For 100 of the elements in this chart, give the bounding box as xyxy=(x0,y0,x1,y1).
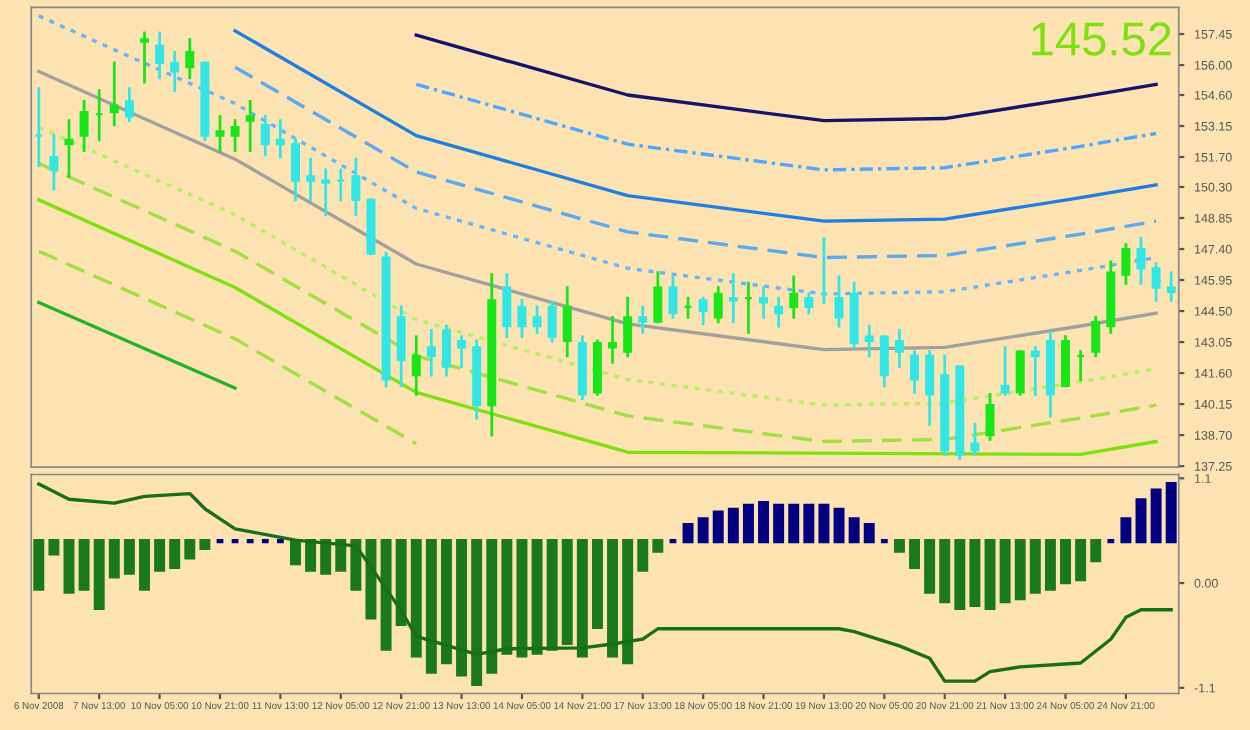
candlestick xyxy=(79,100,89,153)
bar xyxy=(33,539,45,591)
candlestick xyxy=(321,168,331,217)
bar xyxy=(561,539,573,646)
candlestick xyxy=(1121,243,1131,285)
bar xyxy=(818,503,830,544)
line-series xyxy=(233,65,1158,260)
candlestick xyxy=(713,286,723,324)
candlestick xyxy=(1030,346,1040,396)
line-series xyxy=(37,482,1173,683)
bar xyxy=(154,539,166,572)
bar xyxy=(380,539,392,651)
bar xyxy=(425,539,437,674)
candlestick xyxy=(910,350,920,394)
candlestick xyxy=(290,138,300,202)
bar xyxy=(1165,481,1177,544)
bar xyxy=(184,539,196,560)
candlestick xyxy=(562,286,572,358)
candlestick xyxy=(275,119,285,159)
bar xyxy=(108,539,120,579)
bar xyxy=(199,539,211,550)
candlestick xyxy=(1151,262,1161,302)
candlestick xyxy=(1061,335,1071,388)
candlestick xyxy=(774,296,784,328)
bar xyxy=(546,539,558,651)
bar xyxy=(863,522,875,544)
bar xyxy=(984,539,996,610)
candlestick xyxy=(1091,316,1101,358)
bar xyxy=(788,503,800,544)
bar xyxy=(139,539,150,591)
candlestick xyxy=(804,292,814,315)
candlestick xyxy=(426,328,436,377)
candlestick xyxy=(1015,350,1025,396)
bar xyxy=(123,539,135,575)
bar xyxy=(1014,539,1026,601)
bar xyxy=(607,539,619,658)
bar xyxy=(758,500,770,544)
candlestick xyxy=(608,316,618,364)
bar xyxy=(501,539,513,655)
bar xyxy=(48,539,60,556)
bar xyxy=(516,539,528,658)
candlestick xyxy=(64,119,74,178)
candlestick xyxy=(623,296,633,358)
candlestick xyxy=(879,335,889,388)
line-series xyxy=(37,198,1158,457)
bar xyxy=(486,539,498,674)
bar xyxy=(773,503,785,544)
bar xyxy=(622,539,634,665)
bar xyxy=(78,539,90,591)
candlestick xyxy=(698,296,708,326)
bar xyxy=(637,539,649,572)
candlestick xyxy=(230,119,240,153)
bar xyxy=(169,539,181,569)
bar xyxy=(652,539,664,553)
candlestick xyxy=(1166,271,1176,302)
candlestick xyxy=(109,61,119,127)
candlestick xyxy=(638,305,648,334)
bar xyxy=(1044,539,1056,591)
bar xyxy=(335,539,347,572)
bar xyxy=(395,539,407,627)
candlestick xyxy=(124,87,134,123)
candlestick xyxy=(970,423,980,456)
candlestick xyxy=(532,305,542,334)
candlestick xyxy=(441,324,451,377)
candlestick xyxy=(985,393,995,441)
bar xyxy=(289,539,301,566)
bar xyxy=(320,539,332,575)
bar xyxy=(63,539,75,594)
bar xyxy=(1150,488,1162,544)
bar xyxy=(365,539,377,620)
bar xyxy=(456,539,468,677)
bar xyxy=(1075,539,1087,582)
bar xyxy=(682,522,694,544)
bar xyxy=(440,539,452,665)
candlestick xyxy=(728,273,738,324)
candlestick xyxy=(411,335,421,396)
bar xyxy=(591,539,603,629)
candlestick xyxy=(668,275,678,319)
candlestick xyxy=(49,134,59,191)
candlestick xyxy=(834,275,844,328)
line-series xyxy=(414,82,1158,172)
bar xyxy=(531,539,543,655)
bar xyxy=(1060,539,1071,585)
bar xyxy=(833,507,845,544)
candlestick xyxy=(139,31,149,84)
candlestick xyxy=(155,31,165,80)
bar xyxy=(1135,498,1147,544)
bar xyxy=(305,539,317,572)
line-series xyxy=(37,161,1158,444)
line-series xyxy=(37,69,1158,352)
candlestick xyxy=(351,157,361,217)
candlestick xyxy=(185,38,195,80)
candlestick xyxy=(759,286,769,319)
candlestick xyxy=(260,115,270,157)
bar xyxy=(410,539,422,658)
bar xyxy=(1029,539,1041,594)
bar xyxy=(999,539,1011,604)
bar xyxy=(1120,517,1132,544)
candlestick xyxy=(547,301,557,343)
candlestick xyxy=(306,157,316,202)
